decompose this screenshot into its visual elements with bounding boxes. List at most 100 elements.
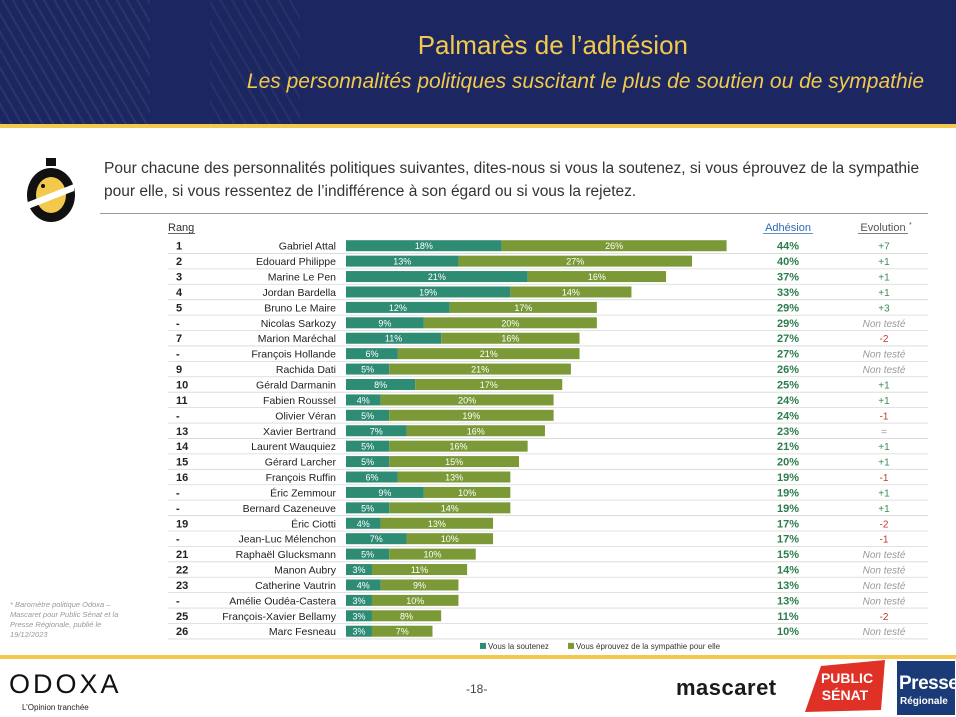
bar-soutien-label: 5% [361,442,374,452]
rank-label: 5 [176,302,182,314]
rank-label: 11 [176,395,188,407]
public-senat-word-2: SÉNAT [822,687,869,703]
bar-sympathie [501,240,727,252]
rank-label: - [176,534,180,546]
bar-sympathie [389,456,519,468]
page-title: Palmarès de l’adhésion [417,30,688,60]
page-subtitle: Les personnalités politiques suscitant l… [246,70,924,93]
adhesion-value: 15% [777,549,799,561]
bar-sympathie [423,317,597,329]
rank-label: 22 [176,565,188,577]
survey-question: Pour chacune des personnalités politique… [104,160,920,200]
bar-sympathie-label: 9% [413,580,426,590]
rank-label: 13 [176,426,188,438]
bar-sympathie-label: 17% [480,380,498,390]
public-senat-logo: PUBLIC SÉNAT [805,660,885,712]
bar-soutien-label: 6% [365,473,378,483]
evolution-value: +3 [878,303,890,314]
bar-soutien-label: 7% [370,534,383,544]
rank-label: 10 [176,379,188,391]
adhesion-value: 13% [777,595,799,607]
divider [100,213,928,214]
bar-sympathie [380,394,554,406]
person-name: Fabien Roussel [263,395,336,407]
person-name: Bernard Cazeneuve [243,503,337,515]
evolution-value: +1 [878,288,890,299]
bar-sympathie-label: 27% [566,257,584,267]
bar-sympathie-label: 21% [471,365,489,375]
person-name: Amélie Oudéa-Castera [229,595,336,607]
bar-sympathie-label: 20% [458,395,476,405]
adhesion-value: 11% [777,611,799,623]
person-name: François Ruffin [266,472,337,484]
bar-sympathie-label: 16% [467,426,485,436]
mascaret-logo: mascaret [676,675,777,700]
evolution-value: +7 [878,242,890,253]
adhesion-value: 29% [777,318,799,330]
rank-label: - [176,487,180,499]
rank-label: 19 [176,518,188,530]
footnote: * Baromètre politique Odoxa – Mascaret p… [10,600,119,639]
adhesion-value: 27% [777,333,799,345]
person-name: Laurent Wauquiez [251,441,336,453]
adhesion-value: 19% [777,472,799,484]
person-name: Nicolas Sarkozy [261,318,337,330]
bar-sympathie-label: 21% [480,349,498,359]
bar-sympathie-label: 10% [458,488,476,498]
evolution-value: -2 [880,612,889,623]
bar-soutien [346,317,424,329]
bar-soutien [346,564,372,576]
odoxa-tagline: L’Opinion tranchée [22,703,89,712]
evolution-value: +1 [878,504,890,515]
rank-label: 15 [176,457,188,469]
bar-sympathie [389,363,571,375]
bar-soutien [346,286,511,298]
adhesion-value: 44% [777,241,799,253]
evolution-value: -1 [880,535,889,546]
bar-soutien-label: 4% [357,519,370,529]
presse-regionale-word-2: Régionale [900,696,948,707]
bar-sympathie-label: 15% [445,457,463,467]
bar-sympathie [406,533,494,545]
person-name: Jordan Bardella [262,287,336,299]
bar-sympathie [397,471,511,483]
bar-sympathie [380,517,494,529]
bar-sympathie [397,348,580,360]
bar-soutien-label: 5% [361,503,374,513]
bar-sympathie-label: 13% [445,473,463,483]
adhesion-value: 19% [777,503,799,515]
rank-label: - [176,318,180,330]
person-name: Olivier Véran [275,410,336,422]
adhesion-value: 23% [777,426,799,438]
bar-sympathie-label: 16% [501,334,519,344]
person-name: Manon Aubry [274,565,337,577]
bar-sympathie-label: 16% [449,442,467,452]
bar-sympathie [389,502,511,514]
adhesion-value: 24% [777,410,799,422]
bar-soutien [346,425,407,437]
person-name: Gérald Darmanin [256,379,336,391]
rank-label: 9 [176,364,182,376]
evolution-value: -1 [880,411,889,422]
bar-sympathie [371,594,459,606]
bar-sympathie-label: 13% [428,519,446,529]
bar-soutien-label: 5% [361,411,374,421]
bar-sympathie-label: 11% [411,565,428,575]
bar-soutien-label: 9% [378,488,391,498]
bar-soutien-label: 5% [361,550,374,560]
legend-sympathie-label: Vous éprouvez de la sympathie pour elle [576,642,721,651]
rank-label: 1 [176,241,182,253]
bar-sympathie [389,548,476,560]
evolution-value: Non testé [863,596,906,607]
evolution-value: Non testé [863,581,906,592]
bar-soutien [346,363,390,375]
bar-soutien [346,517,381,529]
adhesion-value: 29% [777,302,799,314]
person-name: Jean-Luc Mélenchon [239,534,337,546]
bar-soutien-label: 9% [378,318,391,328]
bar-soutien-label: 3% [352,627,365,637]
rank-label: 16 [176,472,188,484]
person-name: Edouard Philippe [256,256,336,268]
bar-sympathie-label: 8% [400,611,413,621]
bar-sympathie [371,564,468,576]
